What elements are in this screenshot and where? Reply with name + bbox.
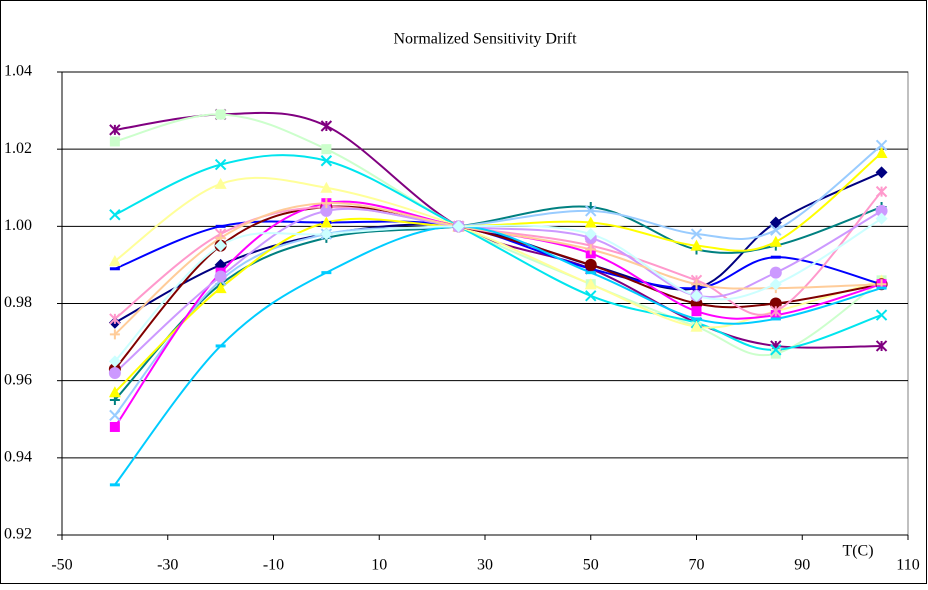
marker bbox=[584, 258, 597, 271]
chart-title: Normalized Sensitivity Drift bbox=[393, 31, 577, 48]
y-tick-label: 1.02 bbox=[4, 140, 32, 157]
marker bbox=[875, 204, 888, 217]
marker bbox=[875, 147, 888, 159]
marker bbox=[320, 120, 333, 132]
y-tick-label: 1.04 bbox=[4, 63, 32, 80]
marker bbox=[769, 235, 782, 247]
marker bbox=[875, 309, 888, 321]
marker bbox=[585, 205, 597, 217]
marker bbox=[320, 204, 333, 217]
marker bbox=[584, 278, 597, 290]
marker bbox=[769, 266, 782, 279]
marker bbox=[691, 306, 702, 317]
x-tick-label: 70 bbox=[689, 557, 705, 574]
x-tick-label: -50 bbox=[51, 557, 72, 574]
marker bbox=[109, 124, 121, 136]
marker bbox=[109, 421, 120, 432]
marker bbox=[214, 177, 227, 189]
marker bbox=[214, 158, 227, 171]
marker bbox=[108, 355, 121, 368]
marker bbox=[875, 185, 888, 198]
y-tick-label: 0.92 bbox=[4, 526, 32, 543]
marker bbox=[320, 216, 333, 228]
marker bbox=[320, 181, 333, 193]
x-tick-label: 30 bbox=[477, 557, 493, 574]
marker bbox=[452, 220, 465, 233]
x-tick-label: 50 bbox=[583, 557, 599, 574]
x-axis-label: T(C) bbox=[842, 543, 873, 560]
marker bbox=[770, 348, 781, 359]
marker bbox=[214, 282, 227, 294]
marker bbox=[109, 209, 121, 221]
marker bbox=[769, 278, 782, 291]
marker bbox=[215, 109, 226, 120]
marker bbox=[321, 144, 332, 155]
marker bbox=[770, 344, 782, 356]
marker bbox=[875, 340, 888, 352]
marker bbox=[321, 198, 332, 209]
series-line bbox=[114, 113, 883, 357]
marker bbox=[769, 216, 782, 229]
y-tick-label: 1.00 bbox=[4, 217, 32, 234]
marker bbox=[770, 305, 782, 317]
x-tick-label: -30 bbox=[157, 557, 178, 574]
marker bbox=[769, 297, 782, 310]
marker bbox=[585, 290, 597, 302]
marker bbox=[108, 366, 121, 379]
x-tick-label: -10 bbox=[263, 557, 284, 574]
marker bbox=[109, 136, 120, 147]
marker bbox=[584, 228, 597, 241]
marker bbox=[320, 228, 333, 241]
x-tick-label: 10 bbox=[371, 557, 387, 574]
marker bbox=[690, 289, 703, 302]
y-tick-label: 0.96 bbox=[4, 371, 32, 388]
y-tick-label: 0.98 bbox=[4, 294, 32, 311]
marker bbox=[585, 244, 596, 255]
marker bbox=[108, 386, 121, 398]
marker bbox=[108, 255, 121, 267]
marker bbox=[109, 329, 120, 340]
series-line bbox=[114, 207, 883, 374]
marker bbox=[690, 320, 703, 332]
marker bbox=[690, 239, 703, 251]
marker bbox=[214, 270, 227, 283]
marker bbox=[875, 212, 888, 225]
x-tick-label: 90 bbox=[794, 557, 810, 574]
marker bbox=[691, 279, 702, 290]
y-tick-label: 0.94 bbox=[4, 449, 32, 466]
marker bbox=[320, 155, 333, 167]
series-line bbox=[114, 220, 882, 290]
marker bbox=[690, 228, 703, 240]
marker bbox=[584, 216, 597, 228]
series-line bbox=[114, 154, 882, 351]
marker bbox=[109, 313, 121, 325]
marker bbox=[875, 166, 888, 179]
x-tick-label: 110 bbox=[896, 557, 919, 574]
marker bbox=[214, 239, 227, 252]
marker bbox=[109, 409, 121, 422]
marker bbox=[770, 224, 782, 236]
marker bbox=[875, 139, 888, 152]
